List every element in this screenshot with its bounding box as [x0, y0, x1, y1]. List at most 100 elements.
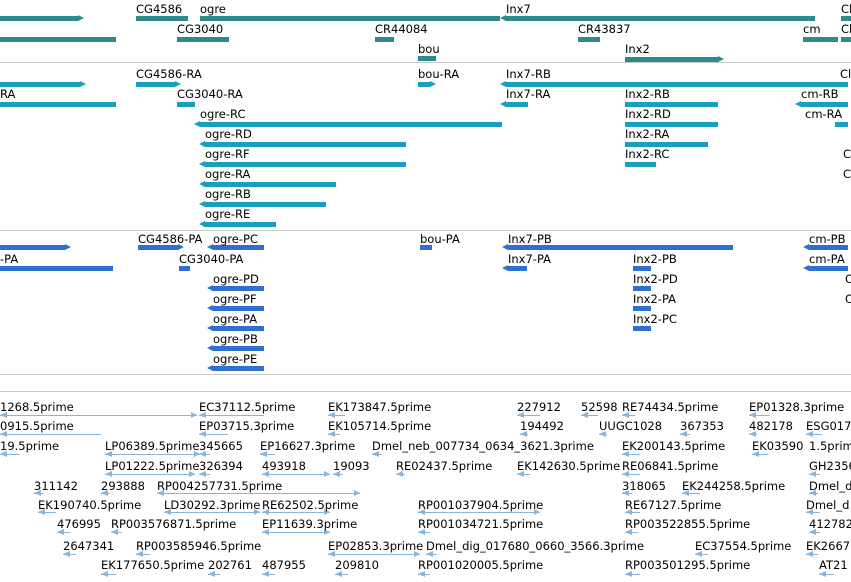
genes-feature-bar[interactable]	[177, 37, 229, 42]
ests-feature-line[interactable]	[105, 474, 195, 475]
transcripts-feature-bar[interactable]	[625, 102, 718, 107]
ests-feature-label[interactable]: 311142	[34, 479, 78, 493]
proteins-feature-label[interactable]: CG3040-PA	[179, 252, 244, 266]
ests-feature-label[interactable]: EC37554.5prime	[695, 539, 792, 553]
ests-feature-label[interactable]: EP02853.3prime	[328, 539, 424, 553]
transcripts-feature-label[interactable]: Inx2-RD	[625, 107, 671, 121]
proteins-feature-label[interactable]: Inx2-PA	[633, 292, 677, 306]
ests-feature-line[interactable]	[199, 434, 228, 435]
genes-feature-bar[interactable]	[803, 37, 838, 42]
ests-feature-label[interactable]: RE67127.5prime	[625, 498, 722, 512]
ests-feature-label[interactable]: EP16627.3prime	[260, 439, 356, 453]
ests-feature-label[interactable]: RE02437.5prime	[396, 459, 493, 473]
ests-feature-line[interactable]	[806, 434, 822, 435]
ests-feature-label[interactable]: 209810	[335, 558, 379, 572]
ests-feature-line[interactable]	[199, 415, 264, 416]
ests-feature-line[interactable]	[164, 512, 260, 513]
transcripts-feature-label[interactable]: ogre-RE	[205, 207, 251, 221]
proteins-feature-bar[interactable]	[633, 286, 651, 291]
ests-feature-line[interactable]	[0, 454, 20, 455]
ests-feature-label[interactable]: RP003585946.5prime	[136, 539, 262, 553]
ests-feature-label[interactable]: Dmel_d	[806, 498, 850, 512]
genes-feature-bar[interactable]	[841, 16, 851, 21]
proteins-feature-label[interactable]: ogre-PE	[213, 352, 258, 366]
proteins-feature-bar[interactable]	[179, 266, 190, 271]
ests-feature-line[interactable]	[328, 415, 345, 416]
genes-feature-bar[interactable]	[578, 37, 600, 42]
genes-feature-bar[interactable]	[200, 16, 500, 21]
transcripts-feature-bar[interactable]	[200, 122, 502, 127]
proteins-feature-bar[interactable]	[138, 245, 178, 250]
transcripts-feature-bar[interactable]	[625, 162, 656, 167]
ests-feature-line[interactable]	[581, 415, 598, 416]
ests-feature-label[interactable]: 412782	[809, 517, 851, 531]
ests-feature-line[interactable]	[38, 512, 56, 513]
ests-feature-label[interactable]: 19.5prime	[0, 439, 60, 453]
genes-feature-label[interactable]: Inx2	[625, 42, 650, 56]
ests-feature-line[interactable]	[625, 512, 640, 513]
ests-feature-line[interactable]	[0, 415, 197, 416]
ests-feature-line[interactable]	[262, 474, 330, 475]
ests-feature-label[interactable]: 476995	[57, 517, 101, 531]
proteins-feature-label[interactable]: C	[845, 292, 851, 306]
genes-feature-bar[interactable]	[136, 16, 188, 21]
ests-feature-line[interactable]	[262, 532, 330, 533]
ests-feature-label[interactable]: 318065	[622, 479, 666, 493]
genes-feature-bar[interactable]	[0, 16, 78, 21]
proteins-feature-label[interactable]: ogre-PD	[213, 272, 259, 286]
genes-feature-bar[interactable]	[841, 37, 851, 42]
genes-feature-label[interactable]: ogre	[200, 2, 226, 16]
transcripts-feature-label[interactable]: Inx7-RA	[506, 87, 551, 101]
ests-feature-label[interactable]: 2647341	[63, 539, 115, 553]
transcripts-feature-label[interactable]: Inx2-RA	[625, 127, 670, 141]
genes-feature-bar[interactable]	[375, 37, 394, 42]
genes-feature-bar[interactable]	[625, 57, 718, 62]
ests-feature-line[interactable]	[328, 554, 420, 555]
proteins-feature-bar[interactable]	[508, 245, 733, 250]
ests-feature-line[interactable]	[819, 574, 834, 575]
transcripts-feature-bar[interactable]	[205, 142, 406, 147]
ests-feature-label[interactable]: 227912	[517, 400, 561, 414]
ests-feature-label[interactable]: AT21	[819, 558, 848, 572]
proteins-feature-bar[interactable]	[213, 346, 264, 351]
transcripts-feature-label[interactable]: ogre-RA	[205, 167, 251, 181]
ests-feature-label[interactable]: 367353	[680, 419, 724, 433]
ests-feature-label[interactable]: EK2667	[806, 539, 851, 553]
ests-feature-label[interactable]: EK173847.5prime	[328, 400, 432, 414]
transcripts-feature-bar[interactable]	[418, 82, 430, 87]
ests-feature-label[interactable]: 482178	[749, 419, 793, 433]
proteins-feature-bar[interactable]	[213, 326, 264, 331]
ests-feature-label[interactable]: RP001037904.5prime	[418, 498, 544, 512]
ests-feature-label[interactable]: EP03715.3prime	[199, 419, 295, 433]
ests-feature-line[interactable]	[262, 512, 330, 513]
ests-feature-label[interactable]: 194492	[520, 419, 564, 433]
proteins-feature-label[interactable]: cm-PB	[809, 232, 846, 246]
transcripts-feature-bar[interactable]	[205, 182, 336, 187]
ests-feature-label[interactable]: 326394	[199, 459, 243, 473]
ests-feature-label[interactable]: 293888	[101, 479, 145, 493]
transcripts-feature-label[interactable]: Inx2-RB	[625, 87, 670, 101]
transcripts-feature-bar[interactable]	[0, 102, 116, 107]
proteins-feature-bar[interactable]	[213, 306, 264, 311]
proteins-feature-label[interactable]: Inx7-PA	[508, 252, 552, 266]
proteins-feature-bar[interactable]	[809, 266, 848, 271]
proteins-feature-label[interactable]: -PA	[0, 252, 19, 266]
proteins-feature-bar[interactable]	[213, 286, 264, 291]
genes-feature-label[interactable]: Cl	[841, 2, 851, 16]
ests-feature-label[interactable]: GH2356	[809, 459, 851, 473]
genes-feature-label[interactable]: CG3040	[177, 22, 224, 36]
genes-feature-label[interactable]: cm	[803, 22, 821, 36]
transcripts-feature-bar[interactable]	[801, 102, 848, 107]
proteins-feature-bar[interactable]	[633, 266, 651, 271]
ests-feature-label[interactable]: EK105714.5prime	[328, 419, 432, 433]
ests-feature-label[interactable]: 19093	[333, 459, 370, 473]
ests-feature-line[interactable]	[418, 512, 540, 513]
proteins-feature-bar[interactable]	[809, 245, 848, 250]
proteins-feature-bar[interactable]	[633, 326, 651, 331]
genes-feature-label[interactable]: CG4586	[136, 2, 183, 16]
transcripts-feature-bar[interactable]	[506, 82, 848, 87]
ests-feature-label[interactable]: RP003576871.5prime	[111, 517, 237, 531]
genes-feature-label[interactable]: Inx7	[506, 2, 531, 16]
transcripts-feature-bar[interactable]	[0, 82, 80, 87]
proteins-feature-bar[interactable]	[213, 366, 264, 371]
